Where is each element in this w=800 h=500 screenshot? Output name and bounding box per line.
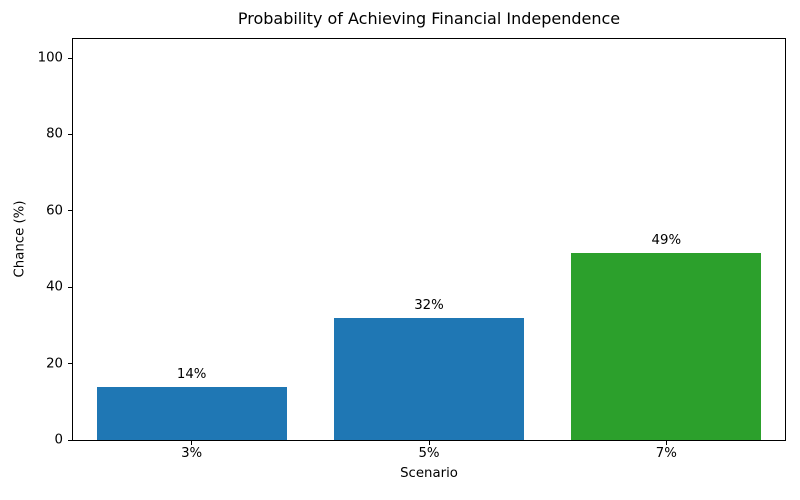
y-tick-mark [68,133,72,135]
bar-value-label: 49% [651,233,682,249]
y-tick-mark [68,363,72,365]
plot-area: 0 20 40 60 80 100 14% 3% 32% 5% 49% 7% [38,38,786,461]
x-tick-mark [428,441,430,445]
x-axis-label: Scenario [400,466,458,481]
bar-value-label: 32% [414,298,444,314]
x-tick-label: 5% [418,446,440,461]
bar [571,252,762,440]
y-tick-mark [68,286,72,288]
y-tick-label: 40 [46,279,63,295]
y-tick-label: 20 [46,355,63,371]
x-tick-label: 7% [655,446,677,461]
bar [334,317,524,440]
x-tick-mark [191,441,193,445]
y-tick-mark [68,57,72,59]
chart-title: Probability of Achieving Financial Indep… [237,9,621,28]
y-tick-mark [68,210,72,212]
bar-value-label: 14% [176,366,207,382]
y-tick-label: 100 [37,50,63,66]
y-tick-label: 80 [46,126,63,142]
x-tick-mark [665,441,667,445]
y-tick-label: 0 [54,432,63,448]
y-tick-label: 60 [46,203,63,219]
bar [96,386,287,440]
y-tick-mark [68,439,72,441]
x-tick-label: 3% [181,446,203,461]
